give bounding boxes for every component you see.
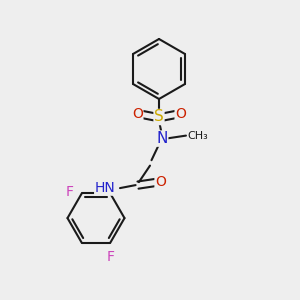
Text: F: F (65, 185, 74, 199)
Text: HN: HN (95, 181, 116, 195)
Text: O: O (132, 107, 143, 121)
Text: S: S (154, 110, 164, 124)
Text: F: F (106, 250, 114, 264)
Text: O: O (155, 175, 166, 189)
Text: N: N (156, 131, 168, 146)
Text: CH₃: CH₃ (188, 130, 208, 141)
Text: O: O (175, 107, 186, 121)
